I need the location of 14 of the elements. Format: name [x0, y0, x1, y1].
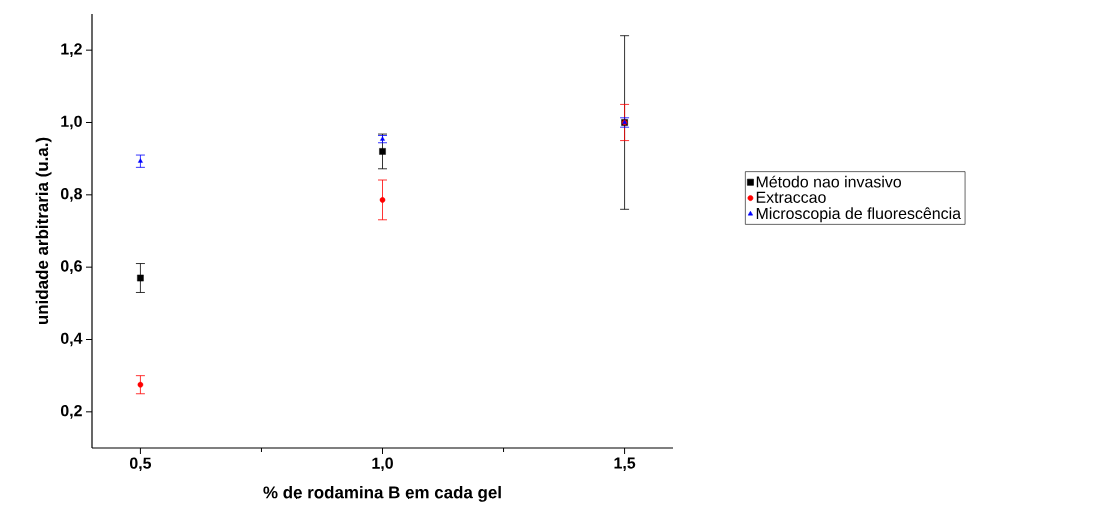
x-tick-label: 1,0	[372, 457, 393, 472]
y-axis-title: unidade arbitraria (u.a.)	[35, 137, 52, 325]
legend-label: Extraccao	[756, 191, 826, 203]
x-tick-label: 0,5	[129, 457, 152, 472]
y-tick-label: 0,4	[60, 332, 83, 347]
x-axis-title: % de rodamina B em cada gel	[263, 485, 501, 502]
x-tick-label: 1,5	[614, 457, 636, 471]
legend-label: Microscopia de fluorescência	[756, 207, 962, 223]
y-tick-label: 0,6	[60, 260, 82, 274]
y-tick-label: 0,2	[60, 405, 82, 419]
y-tick-label: 0,8	[60, 188, 82, 202]
legend-label: Método nao invasivo	[756, 175, 902, 188]
y-tick-label: 1,2	[61, 43, 82, 57]
y-tick-label: 1,0	[61, 115, 82, 130]
